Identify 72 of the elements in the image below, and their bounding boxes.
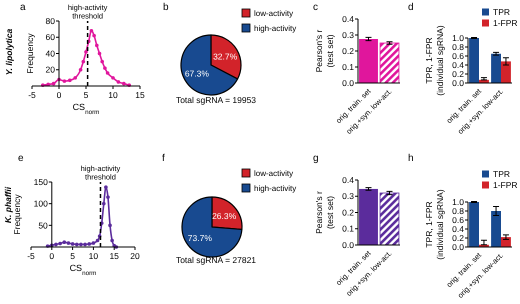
legend-label: TPR [493,6,510,17]
y-tick-label: 0.6 [452,214,464,225]
y-tick-label: 0.3 [342,191,354,202]
text: Total sgRNA = 19953 [176,95,256,105]
y-axis-title: Frequency [12,194,22,235]
y-tick-label: 0.3 [342,30,354,40]
legend-label: 1-FPR [493,180,518,190]
y-tick-label: 50 [38,220,48,230]
y-tick-label: 0.0 [342,78,354,88]
y-tick-label: 0.0 [452,78,464,88]
chart-title: g [313,153,319,164]
data-label: 32.7% [213,51,238,62]
data-label: 67.3% [184,68,210,79]
chart-title: a [20,2,26,13]
y-tick-label: 1.0 [452,196,464,207]
x-tick-label: 0 [49,251,54,261]
x-tick-label: 5 [70,251,76,261]
text: K. phaffii [2,186,13,224]
y-tick-label: 0.2 [342,207,354,218]
y-tick-label: 0.0 [342,240,354,250]
chart-title: h [408,153,414,164]
legend-label: high-activity [254,24,296,33]
legend-label: low-activity [254,168,294,178]
y-tick-label: 0.2 [452,232,464,243]
x-tick-label: -5 [27,251,36,261]
x-tick-label: 5 [84,90,89,100]
text: Y. lipolytica [4,28,14,76]
x-tick-label: 10 [108,90,118,100]
legend-label: TPR [493,168,510,179]
y-tick-label: 80 [46,16,56,26]
y-tick-label: 0.2 [452,68,464,79]
y-tick-label: 0.0 [452,242,464,252]
chart-title: f [162,153,165,164]
x-tick-label: 0 [56,90,62,100]
x-tick-label: 20 [130,251,140,261]
x-tick-label: 15 [135,90,145,100]
legend-label: 1-FPR [493,18,518,28]
y-tick-label: 0.4 [342,174,354,185]
data-label: 73.7% [188,233,212,244]
y-axis-title: Frequency [25,32,35,74]
y-axis-title: TPR, 1-FPR (individual sgRNA) [424,25,445,96]
x-tick-label: 10 [88,251,98,261]
legend-label: low-activity [254,8,294,18]
y-tick-label: 0.8 [452,42,464,52]
x-axis-title: CS$_{norm}$ [70,263,96,276]
x-tick-label: 15 [109,251,120,261]
y-tick-label: 0.2 [342,46,354,56]
chart-title: e [18,153,24,164]
y-tick-label: 0.1 [342,224,354,234]
chart-title: c [313,2,318,13]
y-tick-label: 0.1 [342,62,354,72]
y-tick-label: 0.6 [452,50,464,61]
y-tick-label: 0.4 [452,60,464,70]
y-tick-label: 20 [46,64,56,75]
legend-label: high-activity [254,184,296,193]
chart-title: b [163,2,169,13]
y-tick-label: 1.0 [452,32,464,43]
x-tick-label: -5 [28,90,36,100]
chart-title: d [408,2,414,13]
x-axis-title: CS$_{norm}$ [72,102,100,116]
y-tick-label: 100 [34,198,48,209]
y-axis-title: TPR, 1-FPR (individual sgRNA) [424,189,445,260]
y-tick-label: 0.8 [452,206,464,216]
y-tick-label: 0.4 [452,224,464,234]
y-axis-title: Pearson's r (test set) [314,190,335,234]
y-tick-label: 40 [46,48,56,58]
y-axis-title: Pearson's r (test set) [314,29,335,72]
y-tick-label: 0.4 [342,14,354,24]
y-tick-label: 60 [46,32,56,42]
y-tick-label: 150 [34,176,48,187]
text: Total sgRNA = 27821 [176,255,256,265]
data-label: 26.3% [212,210,237,221]
